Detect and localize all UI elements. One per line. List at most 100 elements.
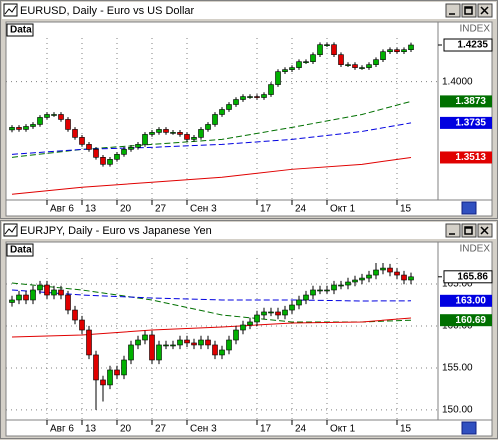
candle-body bbox=[37, 117, 43, 125]
candle-body bbox=[93, 354, 99, 381]
candle-body bbox=[394, 271, 400, 276]
candle-body bbox=[156, 129, 162, 133]
candle-body bbox=[268, 311, 274, 314]
x-tick-label: Сен 3 bbox=[190, 204, 217, 215]
candle-body bbox=[261, 311, 267, 316]
candle-body bbox=[100, 379, 106, 386]
maximize-button[interactable] bbox=[461, 223, 477, 238]
candle-body bbox=[408, 44, 414, 50]
candle-body bbox=[394, 49, 400, 53]
candle-body bbox=[149, 132, 155, 135]
candle-body bbox=[282, 309, 288, 316]
candle-body bbox=[128, 147, 134, 150]
candle-body bbox=[86, 144, 92, 150]
x-tick-label: 15 bbox=[400, 204, 412, 215]
candle-body bbox=[23, 126, 29, 130]
index-label: INDEX bbox=[459, 244, 490, 255]
last-value-box bbox=[440, 314, 492, 327]
candle-body bbox=[387, 267, 393, 273]
title-bar bbox=[2, 2, 496, 19]
maximize-button[interactable] bbox=[461, 3, 477, 18]
ma-line bbox=[11, 122, 412, 155]
close-button-glyph bbox=[480, 6, 489, 15]
y-tick-label: 150.00 bbox=[442, 405, 473, 416]
y-tick-label: 1.4000 bbox=[442, 76, 473, 87]
candle-body bbox=[198, 129, 204, 138]
candle-body bbox=[303, 294, 309, 301]
candle-body bbox=[44, 114, 50, 118]
window-icon-line bbox=[4, 225, 17, 235]
x-tick-label: 24 bbox=[295, 424, 307, 435]
corner-button[interactable] bbox=[461, 201, 477, 215]
candle-body bbox=[289, 67, 295, 70]
y-tick-label: 155.00 bbox=[442, 363, 473, 374]
candle-body bbox=[9, 299, 15, 303]
candle-body bbox=[324, 44, 330, 46]
x-tick-label: Авг 6 bbox=[50, 204, 74, 215]
candle-body bbox=[247, 321, 253, 326]
candle-body bbox=[352, 279, 358, 283]
candle-body bbox=[177, 132, 183, 135]
minimize-button[interactable] bbox=[445, 3, 461, 18]
candle-body bbox=[142, 134, 148, 145]
candle-body bbox=[303, 61, 309, 63]
last-value-box bbox=[440, 95, 492, 108]
candle-body bbox=[142, 334, 148, 341]
close-button-glyph bbox=[480, 226, 489, 235]
candle-body bbox=[170, 132, 176, 134]
candle-body bbox=[380, 267, 386, 271]
candle-body bbox=[100, 157, 106, 165]
candle-body bbox=[282, 69, 288, 72]
corner-button[interactable] bbox=[461, 421, 477, 435]
candle-body bbox=[114, 154, 120, 160]
candle-body bbox=[359, 67, 365, 69]
candle-body bbox=[135, 339, 141, 346]
candle-body bbox=[121, 359, 127, 376]
last-value-label: 1.3873 bbox=[455, 96, 486, 107]
candle-body bbox=[317, 44, 323, 55]
axis-area bbox=[437, 21, 493, 201]
candle-body bbox=[240, 324, 246, 331]
candle-body bbox=[65, 294, 71, 311]
candle-body bbox=[23, 294, 29, 301]
candle-body bbox=[86, 329, 92, 356]
candle-body bbox=[16, 294, 22, 301]
candle-body bbox=[58, 289, 64, 296]
minimize-button[interactable] bbox=[445, 223, 461, 238]
candle-body bbox=[261, 94, 267, 98]
chart-window: EURJPY, Daily - Euro vs Japanese Yen Data… bbox=[0, 220, 498, 439]
x-tick-label: 13 bbox=[85, 204, 97, 215]
candle-body bbox=[177, 339, 183, 346]
candle-body bbox=[163, 129, 169, 133]
candle-body bbox=[170, 344, 176, 347]
window-icon-line bbox=[4, 5, 17, 15]
candle-body bbox=[289, 304, 295, 311]
last-value-label: 163.00 bbox=[455, 295, 486, 306]
candle-body bbox=[366, 64, 372, 68]
candle-body bbox=[121, 149, 127, 155]
ma-line bbox=[11, 317, 412, 338]
last-value-label: 160.69 bbox=[455, 315, 486, 326]
candle-body bbox=[30, 124, 36, 127]
plot-area bbox=[5, 241, 439, 421]
candle-body bbox=[79, 319, 85, 331]
candle-body bbox=[135, 144, 141, 148]
candle-body bbox=[30, 289, 36, 301]
candle-body bbox=[345, 281, 351, 286]
candle-body bbox=[198, 339, 204, 346]
x-tick-label: 20 bbox=[120, 424, 132, 435]
candle-body bbox=[352, 64, 358, 68]
x-tick-label: 27 bbox=[155, 204, 167, 215]
candle-body bbox=[296, 61, 302, 68]
candle-body bbox=[149, 334, 155, 361]
candle-body bbox=[16, 127, 22, 130]
candle-body bbox=[324, 289, 330, 292]
candle-body bbox=[219, 349, 225, 356]
x-tick-label: 20 bbox=[120, 204, 132, 215]
last-value-box bbox=[440, 116, 492, 129]
maximize-button-glyph bbox=[464, 226, 473, 235]
ma-line bbox=[11, 156, 412, 195]
candle-body bbox=[51, 289, 57, 296]
last-close-label: 165.86 bbox=[457, 271, 488, 282]
candle-body bbox=[72, 129, 78, 138]
